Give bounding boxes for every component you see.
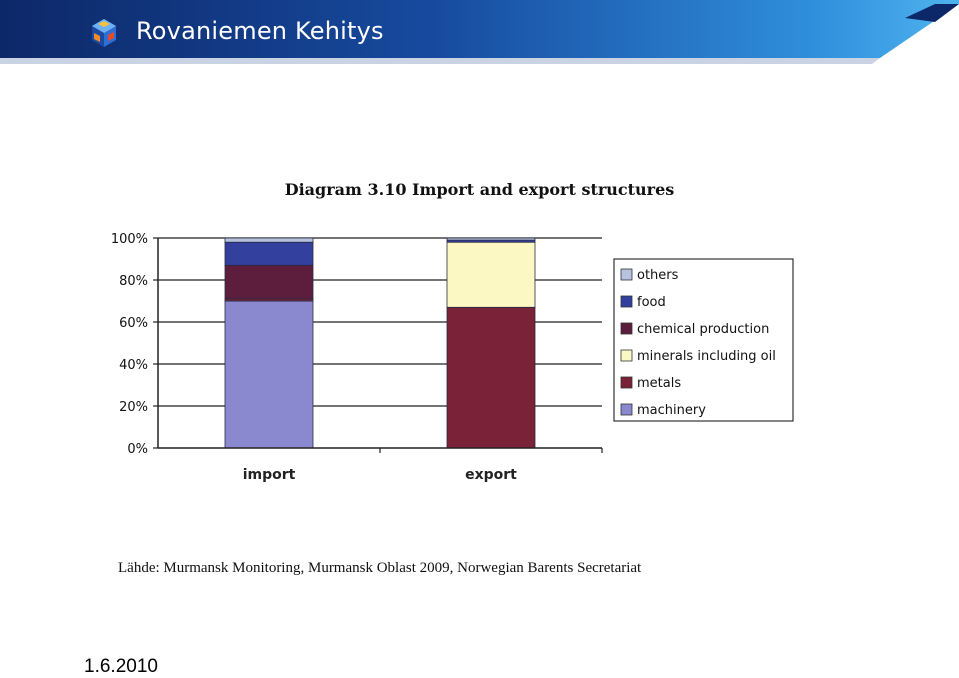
legend-swatch (620, 295, 633, 308)
legend-swatch (620, 322, 633, 335)
y-tick-label: 20% (119, 400, 148, 415)
chart-title: Diagram 3.10 Import and export structure… (284, 180, 675, 199)
source-note: Lähde: Murmansk Monitoring, Murmansk Obl… (118, 560, 642, 576)
legend-label: minerals including oil (637, 349, 776, 364)
bar-export-minerals-including-oil (446, 241, 536, 308)
legend-swatch (620, 349, 633, 362)
hexagon-cubes-logo-icon (92, 19, 116, 47)
bar-import-food (224, 241, 314, 266)
bar-import-machinery (224, 300, 314, 449)
y-tick-label: 60% (119, 316, 148, 331)
bar-export-metals (446, 306, 536, 449)
y-tick-label: 40% (119, 358, 148, 373)
legend-label: others (637, 268, 679, 283)
bar-import-others (224, 237, 314, 243)
y-tick-label: 100% (111, 232, 148, 247)
bar-import-chemical-production (224, 264, 314, 300)
legend-swatch (620, 376, 633, 389)
x-category-label: import (243, 467, 296, 483)
footer-date: 1.6.2010 (84, 656, 158, 677)
x-category-label: export (465, 467, 517, 483)
legend-label: chemical production (637, 322, 769, 337)
legend-box (613, 258, 794, 422)
legend-label: food (637, 295, 666, 310)
header-band (0, 0, 959, 64)
y-tick-label: 0% (127, 442, 148, 457)
header-banner: Rovaniemen Kehitys (0, 0, 959, 66)
legend-swatch (620, 403, 633, 416)
brand-name: Rovaniemen Kehitys (136, 17, 384, 45)
legend-label: machinery (637, 403, 706, 418)
legend-label: metals (637, 376, 681, 391)
y-tick-label: 80% (119, 274, 148, 289)
legend-swatch (620, 268, 633, 281)
bar-export-others (446, 237, 536, 241)
